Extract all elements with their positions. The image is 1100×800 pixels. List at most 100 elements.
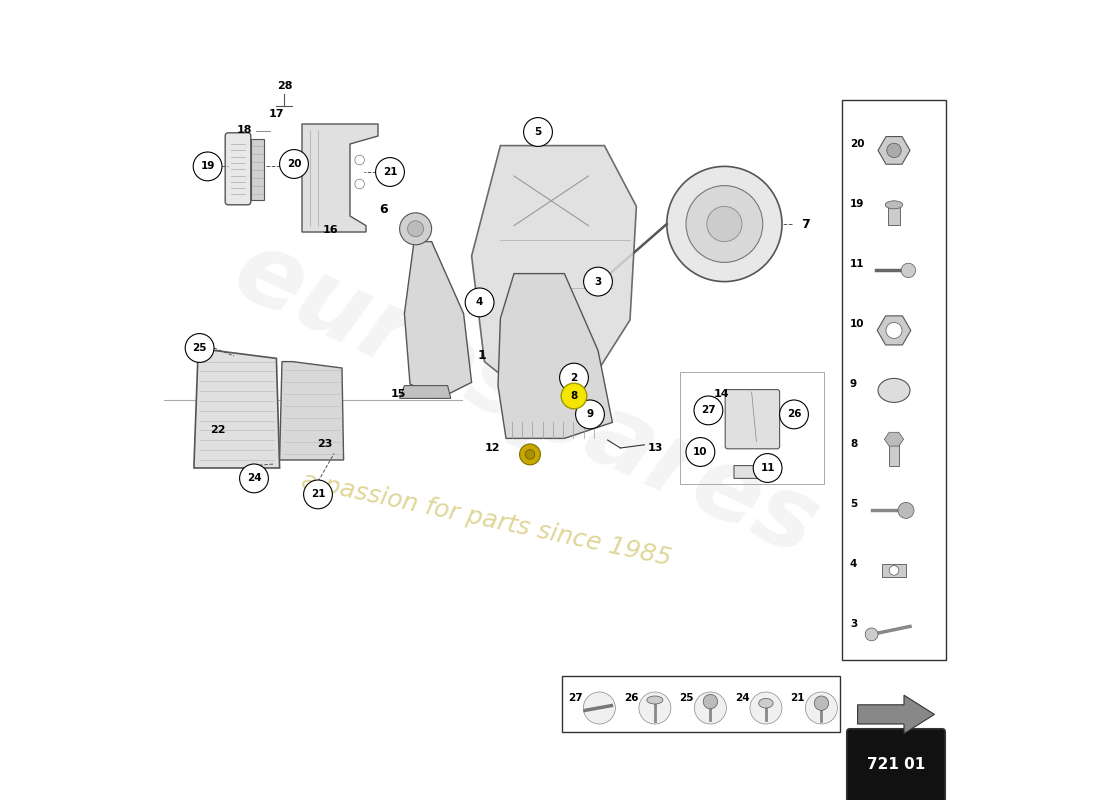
Circle shape (355, 155, 364, 165)
Text: 17: 17 (268, 109, 284, 118)
Text: 23: 23 (317, 439, 332, 449)
Text: 21: 21 (383, 167, 397, 177)
Circle shape (355, 179, 364, 189)
Circle shape (560, 363, 588, 392)
Text: 721 01: 721 01 (867, 757, 925, 772)
Text: 2: 2 (571, 373, 578, 382)
Circle shape (901, 263, 915, 278)
Text: 11: 11 (760, 463, 774, 473)
Polygon shape (858, 695, 934, 734)
Bar (889, 444, 899, 466)
Circle shape (584, 267, 613, 296)
Text: 21: 21 (310, 490, 326, 499)
FancyBboxPatch shape (842, 100, 946, 660)
Bar (882, 564, 906, 577)
Ellipse shape (886, 201, 903, 209)
Polygon shape (877, 316, 911, 345)
Text: 20: 20 (287, 159, 301, 169)
FancyBboxPatch shape (847, 729, 945, 800)
Text: 5: 5 (850, 499, 857, 509)
Circle shape (375, 158, 405, 186)
Ellipse shape (759, 698, 773, 708)
Circle shape (639, 692, 671, 724)
Text: 10: 10 (850, 319, 865, 329)
Text: 19: 19 (850, 199, 865, 209)
Text: 20: 20 (850, 139, 865, 149)
Circle shape (408, 221, 424, 237)
Text: 25: 25 (192, 343, 207, 353)
Text: 4: 4 (850, 559, 857, 569)
Text: eurospares: eurospares (219, 222, 833, 578)
Text: 18: 18 (236, 125, 252, 134)
Text: 27: 27 (569, 693, 583, 702)
Polygon shape (194, 350, 279, 468)
Text: 11: 11 (850, 259, 865, 269)
Text: 8: 8 (850, 439, 857, 449)
Text: 5: 5 (535, 127, 541, 137)
Polygon shape (405, 242, 472, 398)
Text: 21: 21 (791, 693, 805, 702)
Polygon shape (279, 362, 343, 460)
Polygon shape (472, 146, 637, 400)
Text: 24: 24 (735, 693, 749, 702)
Text: 10: 10 (693, 447, 707, 457)
Circle shape (814, 696, 828, 710)
Circle shape (754, 454, 782, 482)
Text: 14: 14 (714, 389, 729, 398)
Polygon shape (302, 124, 378, 232)
Circle shape (524, 118, 552, 146)
Circle shape (889, 566, 899, 575)
Text: 9: 9 (586, 410, 594, 419)
Circle shape (561, 383, 586, 409)
Circle shape (686, 186, 762, 262)
Polygon shape (399, 386, 451, 398)
Text: 1: 1 (477, 350, 486, 362)
Circle shape (703, 694, 717, 709)
Text: 3: 3 (594, 277, 602, 286)
Text: 16: 16 (322, 226, 338, 235)
Circle shape (185, 334, 214, 362)
Text: 12: 12 (485, 443, 501, 453)
Ellipse shape (647, 696, 663, 704)
Text: 13: 13 (648, 443, 663, 453)
Circle shape (519, 444, 540, 465)
Text: 3: 3 (850, 619, 857, 629)
Circle shape (583, 692, 615, 724)
FancyBboxPatch shape (251, 139, 264, 200)
Text: 6: 6 (379, 203, 388, 216)
Circle shape (898, 502, 914, 518)
Text: 26: 26 (786, 410, 801, 419)
Circle shape (667, 166, 782, 282)
Text: 26: 26 (624, 693, 638, 702)
Text: 25: 25 (680, 693, 694, 702)
Circle shape (886, 322, 902, 338)
Circle shape (194, 152, 222, 181)
Circle shape (575, 400, 604, 429)
Circle shape (279, 150, 308, 178)
Text: 7: 7 (802, 218, 811, 230)
Bar (889, 205, 900, 225)
Circle shape (525, 450, 535, 459)
Text: 19: 19 (200, 162, 214, 171)
Polygon shape (884, 432, 903, 446)
Circle shape (887, 143, 901, 158)
Text: a passion for parts since 1985: a passion for parts since 1985 (299, 469, 673, 571)
Text: 8: 8 (571, 391, 578, 401)
Ellipse shape (878, 378, 910, 402)
FancyBboxPatch shape (226, 133, 251, 205)
Text: 9: 9 (850, 379, 857, 389)
Circle shape (750, 692, 782, 724)
Polygon shape (734, 466, 768, 478)
Circle shape (686, 438, 715, 466)
Circle shape (805, 692, 837, 724)
Circle shape (399, 213, 431, 245)
Circle shape (707, 206, 743, 242)
Polygon shape (878, 137, 910, 164)
Text: 24: 24 (246, 474, 262, 483)
Text: 27: 27 (701, 406, 716, 415)
Text: 15: 15 (390, 389, 406, 398)
Circle shape (240, 464, 268, 493)
Polygon shape (498, 274, 613, 438)
FancyBboxPatch shape (562, 676, 839, 732)
Circle shape (866, 628, 878, 641)
